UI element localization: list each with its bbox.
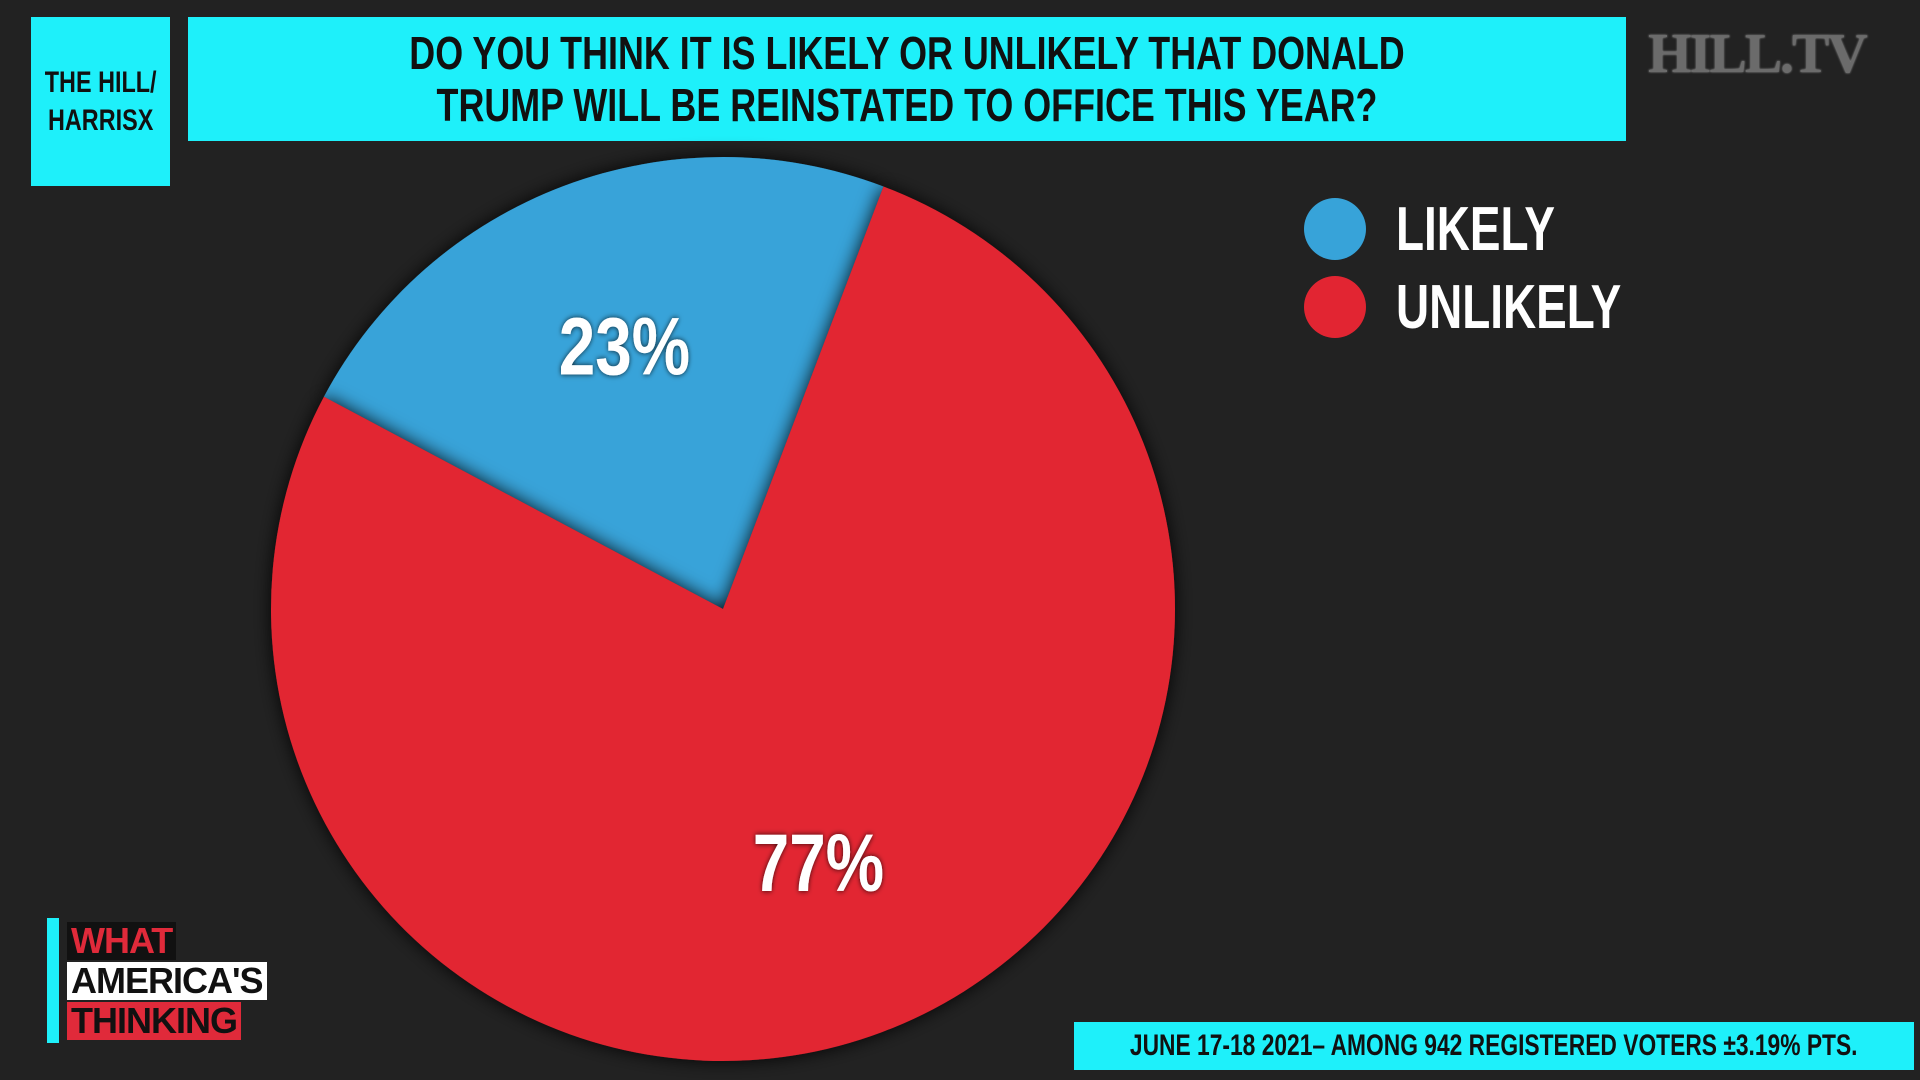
chart-legend: LIKELY UNLIKELY	[1304, 190, 1700, 346]
network-logo: HILL.TV	[1648, 23, 1868, 85]
legend-label-likely: LIKELY	[1396, 194, 1555, 264]
legend-label-unlikely: UNLIKELY	[1396, 272, 1622, 342]
chart-title: DO YOU THINK IT IS LIKELY OR UNLIKELY TH…	[409, 27, 1405, 131]
brand-line-thinking: THINKING	[67, 1002, 241, 1040]
slice-value-label-unlikely: 77%	[753, 817, 884, 909]
brand-line-americas: AMERICA'S	[67, 962, 267, 1000]
pie-slice-unlikely	[271, 186, 1175, 1062]
brand-line-what: WHAT	[67, 922, 177, 960]
legend-swatch-likely	[1304, 198, 1366, 260]
slice-value-label-likely: 23%	[559, 301, 690, 393]
footnote: JUNE 17-18 2021– AMONG 942 REGISTERED VO…	[1130, 1029, 1858, 1062]
brand-accent-bar	[47, 918, 59, 1043]
legend-swatch-unlikely	[1304, 276, 1366, 338]
legend-item-unlikely: UNLIKELY	[1304, 268, 1700, 346]
chart-title-box: DO YOU THINK IT IS LIKELY OR UNLIKELY TH…	[188, 17, 1626, 141]
source-line-2: HARRISX	[47, 103, 154, 137]
legend-item-likely: LIKELY	[1304, 190, 1700, 268]
footnote-box: JUNE 17-18 2021– AMONG 942 REGISTERED VO…	[1074, 1022, 1914, 1070]
source-badge: THE HILL/ HARRISX	[31, 17, 170, 186]
pie-slice-likely	[323, 157, 884, 609]
source-line-1: THE HILL/	[44, 65, 157, 99]
